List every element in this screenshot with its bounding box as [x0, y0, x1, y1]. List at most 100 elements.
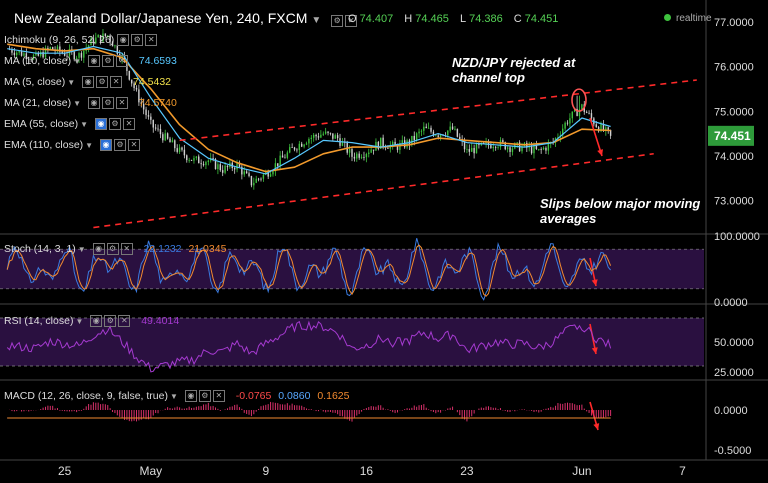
- close-icon[interactable]: ✕: [115, 55, 128, 68]
- candle-up: [380, 137, 382, 149]
- status-dot-icon: [664, 14, 671, 21]
- close-icon[interactable]: ✕: [128, 139, 141, 152]
- candle-up: [564, 122, 566, 129]
- eye-icon[interactable]: ◉: [184, 390, 197, 403]
- candle-up: [324, 131, 327, 134]
- candle-up: [262, 174, 265, 179]
- eye-icon[interactable]: ◉: [92, 243, 105, 256]
- candle-down: [162, 134, 164, 141]
- candle-down: [200, 163, 202, 165]
- close-icon[interactable]: ✕: [115, 97, 128, 110]
- candle-down: [602, 123, 605, 131]
- candle-down: [535, 145, 538, 150]
- candle-down: [590, 113, 593, 119]
- candlesticks: [8, 29, 612, 190]
- candle-down: [116, 45, 119, 55]
- close-icon[interactable]: ✕: [212, 390, 225, 403]
- macd-y-tick-label: 0.0000: [714, 405, 748, 417]
- eye-icon[interactable]: ◉: [82, 76, 95, 89]
- candle-down: [181, 147, 183, 150]
- chevron-down-icon[interactable]: ▼: [67, 78, 76, 87]
- candle-up: [205, 161, 207, 166]
- x-tick-label: 16: [360, 464, 374, 478]
- chevron-down-icon[interactable]: ▼: [80, 120, 89, 129]
- candle-down: [238, 162, 241, 167]
- candle-up: [224, 165, 226, 173]
- settings-icon[interactable]: ⚙: [331, 14, 344, 27]
- candle-down: [353, 156, 356, 159]
- candle-down: [351, 149, 353, 157]
- candle-up: [348, 149, 351, 153]
- candle-down: [37, 52, 40, 56]
- settings-icon[interactable]: ⚙: [96, 76, 109, 89]
- chevron-down-icon[interactable]: ▼: [77, 245, 86, 254]
- settings-icon[interactable]: ⚙: [101, 55, 114, 68]
- candle-up: [207, 160, 210, 162]
- candle-up: [415, 133, 418, 140]
- down-arrow-icon: [589, 117, 603, 157]
- settings-icon[interactable]: ⚙: [108, 118, 121, 131]
- indicator-row-ma21[interactable]: MA (21, close) ▼ ◉ ⚙ ✕ 74.5740: [4, 97, 177, 110]
- realtime-label: realtime: [676, 13, 712, 24]
- stoch-legend[interactable]: Stoch (14, 3, 1) ▼ ◉ ⚙ ✕ 22.1232 21.0345: [4, 243, 226, 256]
- candle-down: [396, 145, 399, 150]
- candle-up: [322, 133, 324, 135]
- stoch-y-tick-label: 100.0000: [714, 231, 760, 243]
- candle-up: [253, 182, 255, 186]
- close-icon[interactable]: ✕: [110, 76, 123, 89]
- rsi-legend[interactable]: RSI (14, close) ▼ ◉ ⚙ ✕ 49.4014: [4, 315, 179, 328]
- candle-up: [35, 52, 37, 56]
- candle-down: [159, 128, 162, 135]
- indicator-row-ichimoku[interactable]: Ichimoku (9, 26, 52, 26) ◉ ⚙ ✕: [4, 34, 159, 47]
- candle-down: [413, 135, 415, 140]
- macd-legend[interactable]: MACD (12, 26, close, 9, false, true) ▼ ◉ ⚙…: [4, 390, 349, 403]
- candle-down: [128, 70, 131, 80]
- eye-icon[interactable]: ◉: [94, 118, 107, 131]
- chart-title[interactable]: New Zealand Dollar/Japanese Yen, 240, FX…: [14, 10, 359, 27]
- last-price-tag: [708, 125, 754, 146]
- settings-icon[interactable]: ⚙: [104, 315, 117, 328]
- chevron-down-icon[interactable]: ▼: [311, 15, 322, 26]
- indicator-row-ma10[interactable]: MA (10, close) ▼ ◉ ⚙ ✕ 74.6593: [4, 55, 177, 68]
- indicator-value: 74.6593: [138, 55, 177, 67]
- y-tick-label: 76.0000: [714, 62, 754, 74]
- chevron-down-icon[interactable]: ▼: [73, 99, 82, 108]
- candle-up: [370, 149, 372, 153]
- ohlc-open-key: O: [348, 13, 357, 25]
- indicator-buttons: ◉ ⚙ ✕: [87, 55, 130, 68]
- indicator-row-ma5[interactable]: MA (5, close) ▼ ◉ ⚙ ✕ 74.5432: [4, 76, 171, 89]
- candle-down: [473, 148, 475, 154]
- settings-icon[interactable]: ⚙: [114, 139, 127, 152]
- chevron-down-icon[interactable]: ▼: [75, 317, 84, 326]
- realtime-indicator: realtime: [664, 13, 712, 24]
- eye-icon[interactable]: ◉: [117, 34, 130, 47]
- rsi-y-tick-label: 25.0000: [714, 367, 754, 379]
- indicator-row-ema110[interactable]: EMA (110, close) ▼ ◉ ⚙ ✕: [4, 139, 142, 152]
- close-icon[interactable]: ✕: [122, 118, 135, 131]
- eye-icon[interactable]: ◉: [90, 315, 103, 328]
- rsi-band: [0, 318, 704, 366]
- chevron-down-icon[interactable]: ▼: [169, 392, 178, 401]
- close-icon[interactable]: ✕: [118, 315, 131, 328]
- close-icon[interactable]: ✕: [120, 243, 133, 256]
- close-icon[interactable]: ✕: [345, 14, 358, 27]
- chevron-down-icon[interactable]: ▼: [73, 57, 82, 66]
- settings-icon[interactable]: ⚙: [106, 243, 119, 256]
- settings-icon[interactable]: ⚙: [101, 97, 114, 110]
- settings-icon[interactable]: ⚙: [131, 34, 144, 47]
- macd-histogram: [9, 401, 612, 422]
- candle-up: [188, 159, 190, 161]
- close-icon[interactable]: ✕: [145, 34, 158, 47]
- candle-up: [521, 146, 523, 152]
- indicator-row-ema55[interactable]: EMA (55, close) ▼ ◉ ⚙ ✕: [4, 118, 137, 131]
- eye-icon[interactable]: ◉: [87, 55, 100, 68]
- candle-up: [391, 141, 394, 145]
- settings-icon[interactable]: ⚙: [198, 390, 211, 403]
- candle-up: [538, 149, 540, 150]
- candle-down: [92, 38, 95, 44]
- eye-icon[interactable]: ◉: [100, 139, 113, 152]
- stoch-d-line: [6, 244, 612, 297]
- chevron-down-icon[interactable]: ▼: [85, 141, 94, 150]
- eye-icon[interactable]: ◉: [87, 97, 100, 110]
